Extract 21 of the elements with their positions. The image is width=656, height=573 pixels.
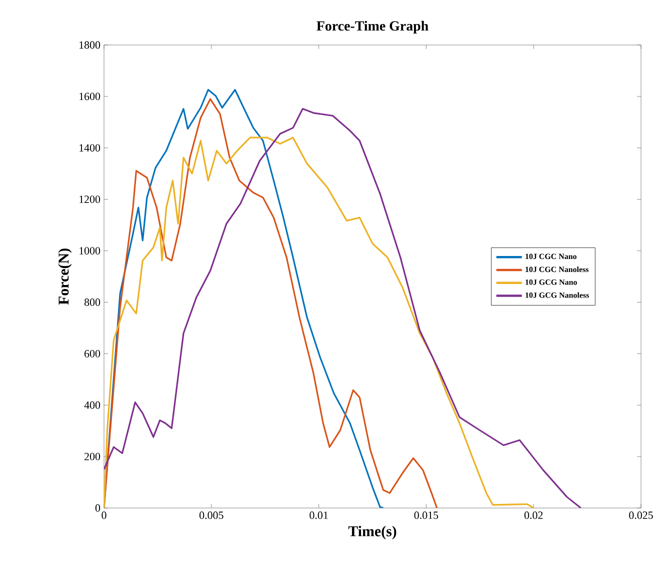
y-tick-label: 200 bbox=[84, 452, 100, 460]
y-tick-label: 1200 bbox=[80, 196, 100, 204]
line-series bbox=[104, 88, 384, 508]
x-tick-label: 0.005 bbox=[199, 512, 224, 519]
x-tick-label: 0.025 bbox=[629, 512, 653, 519]
y-tick-label: 1600 bbox=[80, 92, 100, 100]
y-tick-label: 800 bbox=[84, 298, 100, 306]
y-tick-label: 1800 bbox=[80, 41, 100, 49]
x-axis-title: Time(s) bbox=[348, 526, 396, 540]
chart-title: Force-Time Graph bbox=[316, 20, 428, 34]
y-tick-label: 1000 bbox=[80, 247, 100, 254]
y-tick-label: 600 bbox=[84, 350, 100, 358]
x-tick-label: 0.015 bbox=[414, 512, 438, 519]
x-tick-label: 0 bbox=[102, 512, 106, 519]
y-axis-title: Force(N) bbox=[58, 248, 72, 305]
x-tick-label: 0.01 bbox=[310, 512, 328, 519]
line-series bbox=[104, 98, 438, 508]
y-tick-label: 400 bbox=[84, 401, 100, 409]
y-tick-label: 1400 bbox=[80, 144, 100, 152]
x-tick-label: 0.02 bbox=[524, 512, 543, 519]
y-tick-label: 0 bbox=[95, 504, 100, 512]
